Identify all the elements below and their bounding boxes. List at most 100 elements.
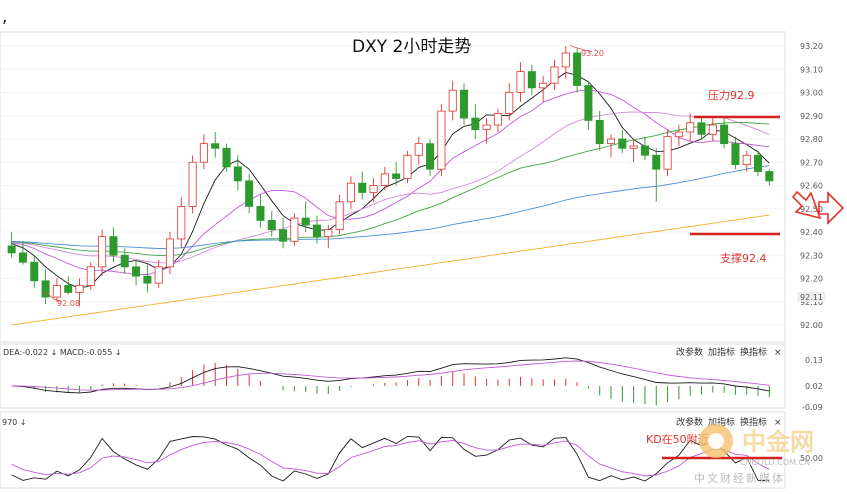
- price-tick-label: 92.60: [800, 182, 823, 191]
- candle-body: [493, 113, 502, 126]
- candle-body: [629, 145, 638, 149]
- brand-subtitle: 中文财经新媒体: [694, 471, 785, 485]
- kd-switch-indicator-button[interactable]: 换指标: [740, 416, 767, 428]
- current-price-box: [797, 292, 825, 302]
- price-tick-label: 92.90: [800, 112, 823, 121]
- candle-body: [742, 154, 751, 165]
- candle-body: [30, 261, 39, 282]
- candle-body: [607, 138, 616, 145]
- candle-body: [663, 136, 672, 170]
- candle-body: [154, 266, 163, 284]
- brand-url: CNGOLD.COM.CN: [740, 458, 810, 467]
- price-tick-label: 92.30: [800, 251, 823, 260]
- kd-k-line: [11, 435, 770, 482]
- low-label: 92.08: [57, 299, 80, 308]
- candle-body: [720, 124, 729, 145]
- price-tick-label: 93.10: [800, 65, 823, 74]
- candle-body: [516, 71, 525, 93]
- high-label: 93.20: [581, 49, 604, 58]
- candle-body: [267, 219, 276, 231]
- candle-body: [120, 254, 129, 268]
- candle-body: [527, 71, 536, 89]
- ma-line: [11, 122, 770, 257]
- candle-body: [471, 117, 480, 131]
- candle-body: [414, 143, 423, 156]
- candle-body: [301, 217, 310, 226]
- candlesticks: [7, 46, 774, 307]
- candle-body: [143, 275, 152, 284]
- price-tick-label: 92.40: [800, 228, 823, 237]
- kd-close-button[interactable]: ×: [774, 418, 782, 428]
- candle-body: [708, 124, 717, 135]
- kd-label: 970 ↓: [2, 418, 27, 427]
- candle-body: [482, 124, 491, 131]
- right-arrow-icon: [818, 191, 845, 225]
- candle-body: [437, 110, 446, 170]
- candle-body: [165, 238, 174, 268]
- moving-average-lines: [11, 72, 770, 326]
- candle-body: [403, 154, 412, 179]
- candle-body: [765, 171, 774, 182]
- candle-body: [211, 143, 220, 149]
- macd-add-indicator-button[interactable]: 加指标: [708, 346, 735, 358]
- support-label: 支撑92.4: [720, 251, 767, 265]
- candle-body: [346, 182, 355, 203]
- macd-dif-line: [11, 357, 770, 394]
- kd-edit-params-button[interactable]: 改参数: [676, 416, 703, 428]
- candle-body: [109, 236, 118, 256]
- candle-body: [652, 154, 661, 170]
- chart-title: DXY 2小时走势: [352, 37, 471, 57]
- candle-body: [245, 180, 254, 207]
- price-tick-label: 92.20: [800, 275, 823, 284]
- price-tick-label: 92.70: [800, 158, 823, 167]
- macd-switch-indicator-button[interactable]: 换指标: [740, 346, 767, 358]
- kd-series: [11, 435, 770, 482]
- kd-annotation: KD在50附近: [646, 432, 709, 446]
- macd-dea-line: [11, 360, 770, 391]
- candle-body: [505, 92, 514, 114]
- macd-tick-0: 0.13: [805, 356, 823, 365]
- price-tick-label: 92.00: [800, 321, 823, 330]
- candle-body: [573, 52, 582, 86]
- candle-body: [550, 66, 559, 84]
- corner-mark: ,: [2, 7, 7, 27]
- candle-body: [86, 266, 95, 286]
- candle-body: [595, 120, 604, 145]
- low-marker: [44, 291, 63, 303]
- candle-body: [324, 229, 333, 238]
- brand-logo-inner-icon: [708, 433, 724, 449]
- candle-body: [279, 229, 288, 242]
- price-tick-label: 92.80: [800, 135, 823, 144]
- kd-panel: [0, 411, 786, 489]
- kd-d-line: [11, 440, 770, 477]
- candle-body: [697, 122, 706, 135]
- candle-body: [561, 52, 570, 68]
- candle-body: [448, 89, 457, 112]
- candle-body: [358, 182, 367, 193]
- candle-body: [380, 173, 389, 186]
- ma-line: [11, 165, 770, 249]
- candle-body: [335, 201, 344, 231]
- candle-body: [222, 147, 231, 168]
- macd-edit-params-button[interactable]: 改参数: [676, 346, 703, 358]
- candle-body: [188, 161, 197, 207]
- candle-body: [75, 285, 84, 293]
- candle-body: [41, 280, 50, 298]
- price-tick-label: 93.20: [800, 42, 823, 51]
- candle-body: [98, 236, 107, 268]
- macd-tick-2: -0.09: [802, 403, 823, 412]
- candle-body: [392, 173, 401, 179]
- candle-body: [312, 224, 322, 238]
- candle-body: [686, 122, 695, 133]
- candle-body: [132, 266, 141, 277]
- candle-body: [459, 89, 469, 119]
- candle-body: [177, 206, 186, 240]
- candle-body: [754, 154, 763, 172]
- candle-body: [584, 85, 593, 121]
- macd-close-button[interactable]: ×: [774, 348, 782, 358]
- ma-line: [11, 111, 770, 264]
- candle-body: [369, 185, 378, 193]
- candle-body: [199, 143, 208, 163]
- down-arrow-icon: [791, 190, 822, 220]
